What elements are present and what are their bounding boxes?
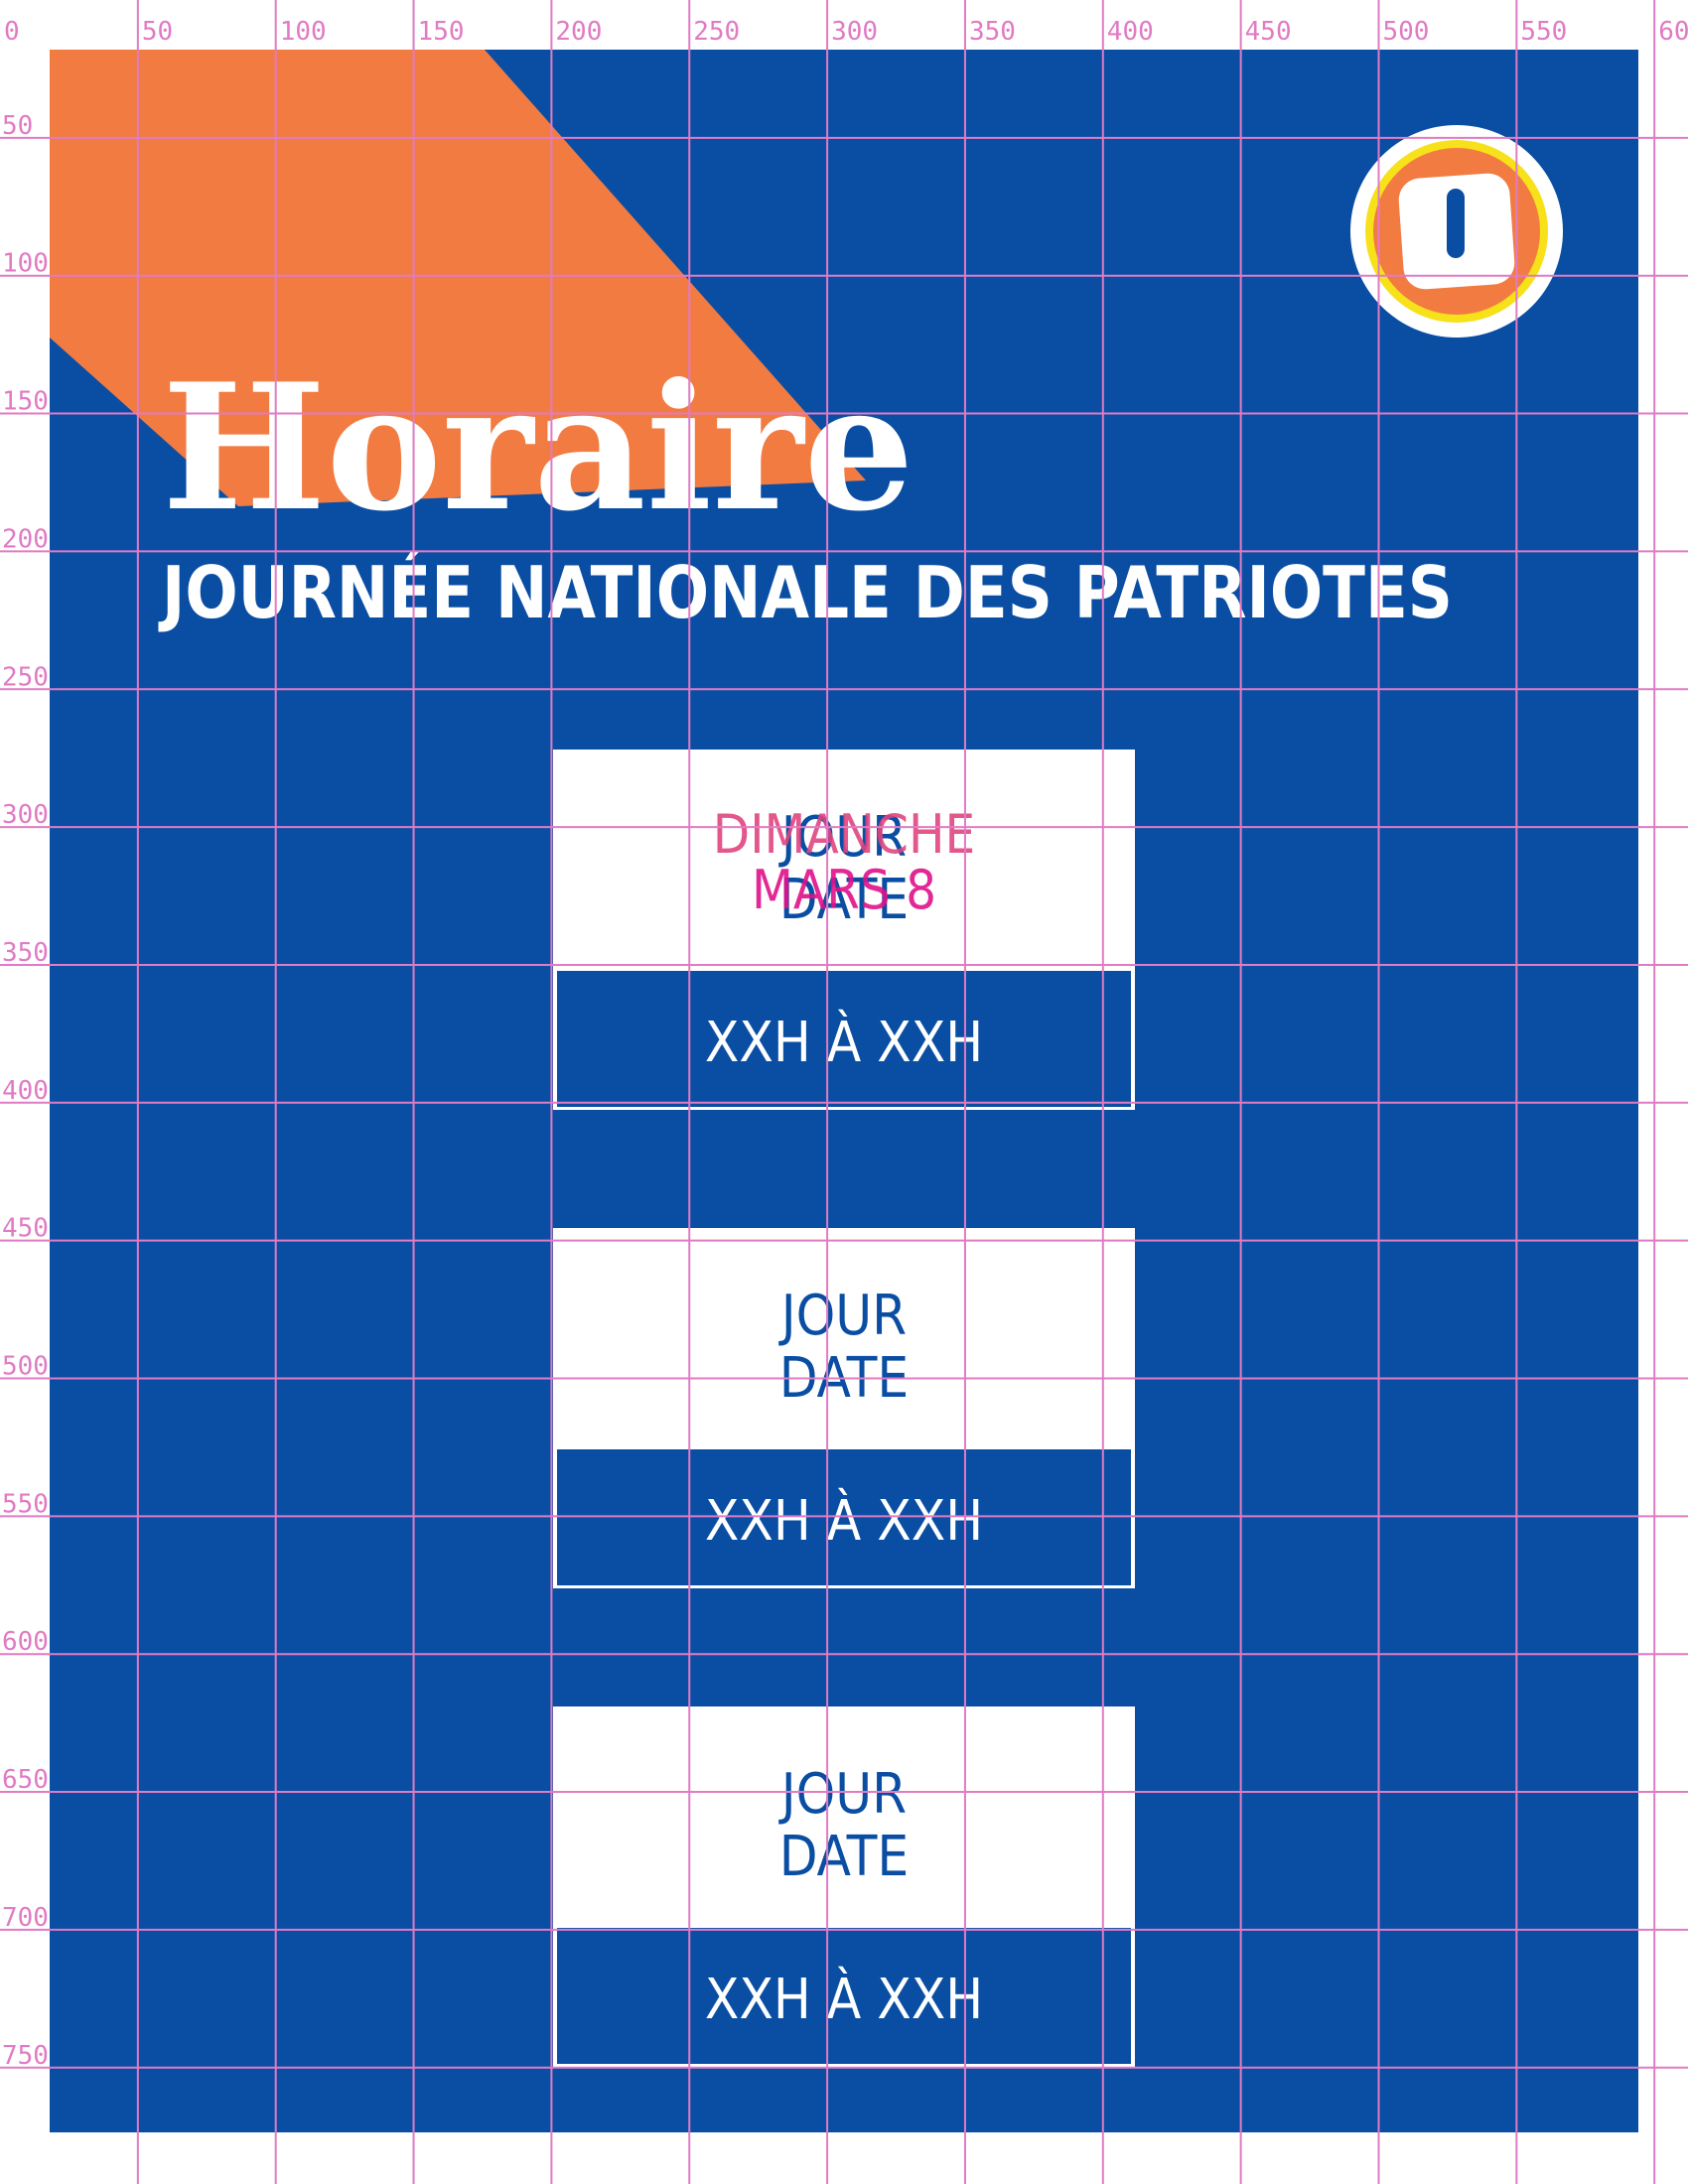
card-day: JOUR bbox=[778, 805, 907, 870]
grid-label-y: 350 bbox=[2, 938, 49, 968]
logo bbox=[1350, 125, 1563, 338]
card-day: JOUR bbox=[778, 1284, 907, 1348]
card-date: DATE bbox=[779, 868, 910, 932]
card-date: DATE bbox=[779, 1825, 910, 1889]
subtitle: JOURNÉE NATIONALE DES PATRIOTES bbox=[158, 551, 1453, 634]
grid-label-x: 150 bbox=[418, 17, 465, 47]
grid-label-x: 350 bbox=[969, 17, 1016, 47]
grid-label-x: 100 bbox=[280, 17, 327, 47]
grid-label-y: 750 bbox=[2, 2041, 49, 2071]
grid-label-y: 450 bbox=[2, 1214, 49, 1244]
grid-label-x: 450 bbox=[1245, 17, 1292, 47]
grid-label-y: 50 bbox=[2, 111, 33, 141]
grid-label-x: 550 bbox=[1520, 17, 1567, 47]
title: Horaire bbox=[162, 346, 914, 550]
grid-label-x: 300 bbox=[831, 17, 878, 47]
grid-label-x: 250 bbox=[693, 17, 740, 47]
grid-label-y: 100 bbox=[2, 249, 49, 279]
grid-label-x: 60 bbox=[1658, 17, 1688, 47]
grid-label-y: 650 bbox=[2, 1765, 49, 1795]
hours-box bbox=[557, 971, 1131, 1107]
overlay-date: MARS 8 bbox=[752, 859, 936, 921]
overlay-day: DIMANCHE bbox=[713, 803, 975, 866]
grid-label-y: 600 bbox=[2, 1627, 49, 1657]
grid-label-y: 550 bbox=[2, 1489, 49, 1519]
grid-label-y: 500 bbox=[2, 1352, 49, 1382]
grid-label-y: 300 bbox=[2, 800, 49, 830]
grid-label-x: 0 bbox=[4, 17, 20, 47]
card-day: JOUR bbox=[778, 1762, 907, 1827]
card-hours: XXH À XXH bbox=[705, 1968, 983, 2032]
orange-band bbox=[50, 50, 866, 506]
grid-label-x: 500 bbox=[1383, 17, 1430, 47]
hours-box bbox=[557, 1449, 1131, 1585]
grid-label-x: 200 bbox=[555, 17, 602, 47]
grid-label-y: 150 bbox=[2, 387, 49, 417]
card-hours: XXH À XXH bbox=[705, 1489, 983, 1554]
grid-label-x: 50 bbox=[142, 17, 173, 47]
grid-label-y: 250 bbox=[2, 662, 49, 692]
grid-label-y: 200 bbox=[2, 524, 49, 554]
card-hours: XXH À XXH bbox=[705, 1011, 983, 1075]
grid-label-y: 700 bbox=[2, 1903, 49, 1933]
grid-label-x: 400 bbox=[1107, 17, 1154, 47]
grid-label-y: 400 bbox=[2, 1076, 49, 1106]
hours-box bbox=[557, 1928, 1131, 2064]
